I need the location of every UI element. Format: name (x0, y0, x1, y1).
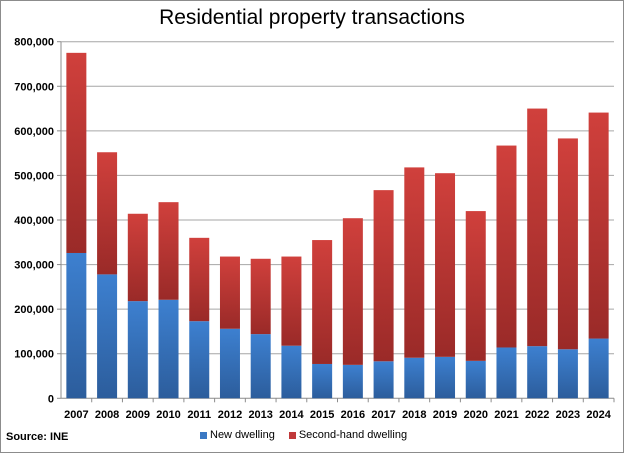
bar-second-hand-dwelling-2013 (250, 258, 271, 335)
bar-second-hand-dwelling-2008 (97, 152, 118, 275)
y-tick-label: 100,000 (14, 349, 54, 361)
x-tick-label: 2007 (64, 409, 88, 421)
bar-new-dwelling-2020 (465, 360, 486, 399)
bar-second-hand-dwelling-2016 (342, 218, 363, 365)
bar-second-hand-dwelling-2017 (373, 190, 394, 362)
bar-new-dwelling-2022 (527, 346, 548, 399)
x-tick-label: 2018 (402, 409, 426, 421)
y-tick-label: 800,000 (14, 37, 54, 49)
bar-new-dwelling-2018 (404, 357, 425, 399)
bar-second-hand-dwelling-2020 (465, 211, 486, 361)
bar-second-hand-dwelling-2009 (127, 213, 148, 302)
legend: New dwelling Second-hand dwelling (200, 429, 407, 441)
legend-item-second-hand: Second-hand dwelling (288, 429, 408, 441)
source-note: Source: INE (6, 431, 69, 443)
bar-new-dwelling-2010 (158, 299, 179, 399)
bar-second-hand-dwelling-2023 (557, 138, 578, 350)
bar-second-hand-dwelling-2015 (312, 240, 333, 364)
x-tick-label: 2015 (310, 409, 334, 421)
x-tick-label: 2021 (494, 409, 518, 421)
bar-new-dwelling-2016 (342, 364, 363, 399)
bar-second-hand-dwelling-2011 (189, 237, 210, 322)
x-tick-label: 2013 (248, 409, 272, 421)
legend-swatch-new (200, 431, 207, 439)
bar-second-hand-dwelling-2014 (281, 256, 302, 346)
x-tick-label: 2019 (433, 409, 457, 421)
x-tick-label: 2020 (464, 409, 488, 421)
bar-second-hand-dwelling-2007 (66, 52, 87, 253)
bar-new-dwelling-2013 (250, 334, 271, 399)
x-tick-label: 2017 (371, 409, 395, 421)
x-tick-label: 2009 (126, 409, 150, 421)
bar-new-dwelling-2021 (496, 347, 517, 399)
y-tick-label: 500,000 (14, 170, 54, 182)
y-tick-label: 400,000 (14, 215, 54, 227)
y-tick-label: 200,000 (14, 304, 54, 316)
y-tick-label: 300,000 (14, 260, 54, 272)
bar-new-dwelling-2024 (588, 338, 609, 399)
legend-label-second-hand: Second-hand dwelling (298, 429, 408, 441)
x-tick-label: 2008 (95, 409, 119, 421)
bar-new-dwelling-2011 (189, 321, 210, 399)
x-tick-label: 2014 (279, 409, 304, 421)
bar-second-hand-dwelling-2018 (404, 167, 425, 358)
x-tick-label: 2023 (556, 409, 580, 421)
bar-second-hand-dwelling-2010 (158, 202, 179, 300)
x-tick-label: 2024 (586, 409, 611, 421)
y-tick-label: 0 (48, 393, 54, 405)
bar-second-hand-dwelling-2012 (219, 256, 240, 329)
y-tick-label: 600,000 (14, 126, 54, 138)
bar-new-dwelling-2017 (373, 361, 394, 399)
bar-second-hand-dwelling-2021 (496, 145, 517, 348)
x-tick-label: 2012 (218, 409, 242, 421)
bar-new-dwelling-2009 (127, 301, 148, 399)
bar-new-dwelling-2019 (435, 356, 456, 399)
x-tick-label: 2010 (156, 409, 180, 421)
x-tick-label: 2011 (187, 409, 211, 421)
x-tick-label: 2016 (341, 409, 365, 421)
bar-new-dwelling-2023 (557, 349, 578, 399)
y-tick-label: 700,000 (14, 81, 54, 93)
legend-item-new: New dwelling (200, 429, 275, 441)
bar-new-dwelling-2008 (97, 274, 118, 399)
bar-second-hand-dwelling-2019 (435, 173, 456, 357)
x-tick-label: 2022 (525, 409, 549, 421)
legend-label-new: New dwelling (210, 429, 275, 441)
bar-second-hand-dwelling-2022 (527, 108, 548, 347)
bar-new-dwelling-2007 (66, 252, 87, 399)
legend-swatch-second-hand (288, 431, 296, 439)
bar-new-dwelling-2012 (219, 328, 240, 399)
bar-new-dwelling-2015 (312, 363, 333, 399)
bar-new-dwelling-2014 (281, 345, 302, 399)
chart-title: Residential property transactions (159, 6, 465, 29)
bar-second-hand-dwelling-2024 (588, 112, 609, 339)
